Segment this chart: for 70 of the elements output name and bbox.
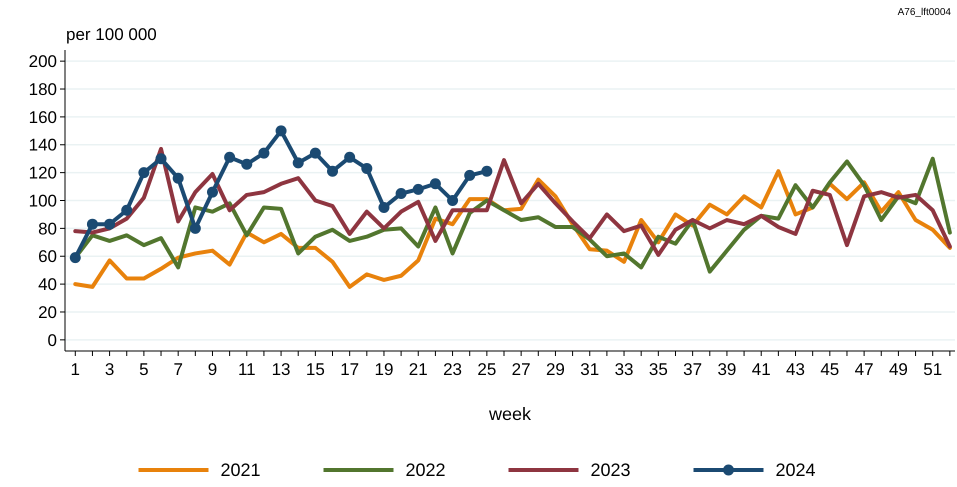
x-tick-label: 37 — [683, 360, 702, 379]
point — [172, 172, 184, 184]
legend-label: 2024 — [776, 460, 816, 480]
y-tick-label: 100 — [28, 191, 57, 210]
x-tick-label: 19 — [374, 360, 394, 379]
y-tick-label: 20 — [38, 302, 57, 322]
x-tick-label: 25 — [477, 360, 496, 379]
legend-label: 2022 — [406, 460, 446, 480]
x-tick-label: 45 — [820, 360, 840, 379]
x-tick-label: 21 — [408, 360, 428, 379]
point — [327, 166, 338, 177]
x-tick-label: 23 — [443, 360, 462, 379]
x-tick-label: 5 — [139, 360, 149, 379]
point — [276, 125, 287, 136]
y-tick-label: 80 — [38, 219, 57, 238]
x-tick-label: 7 — [173, 360, 183, 379]
y-tick-label: 140 — [28, 136, 57, 155]
point — [121, 204, 132, 216]
point — [378, 202, 390, 213]
x-axis-title: week — [488, 404, 532, 424]
x-tick-label: 15 — [306, 360, 325, 379]
y-tick-label: 200 — [28, 52, 57, 72]
x-tick-label: 39 — [717, 360, 736, 379]
point — [361, 162, 372, 174]
point — [292, 157, 304, 168]
point — [190, 222, 201, 234]
point — [206, 186, 218, 198]
x-tick-label: 1 — [70, 360, 80, 379]
x-tick-label: 27 — [512, 360, 531, 379]
point — [138, 167, 150, 178]
point — [396, 188, 407, 200]
point — [447, 195, 458, 206]
point — [104, 218, 116, 230]
x-tick-label: 33 — [614, 360, 634, 379]
x-tick-label: 49 — [888, 360, 908, 379]
x-tick-label: 31 — [580, 360, 600, 379]
legend-label: 2023 — [590, 460, 631, 480]
point — [70, 252, 81, 264]
y-tick-label: 60 — [38, 247, 57, 266]
x-tick-label: 43 — [786, 360, 805, 379]
point — [224, 152, 236, 163]
x-tick-label: 35 — [648, 360, 668, 379]
point — [412, 184, 424, 195]
x-tick-label: 3 — [104, 360, 114, 379]
x-tick-label: 11 — [238, 360, 256, 379]
y-tick-label: 40 — [38, 275, 57, 294]
x-tick-label: 17 — [340, 360, 360, 379]
y-tick-label: 180 — [28, 80, 57, 99]
point — [258, 148, 270, 159]
y-tick-label: 160 — [28, 108, 57, 127]
point — [430, 178, 441, 190]
y-tick-label: 120 — [28, 164, 57, 183]
point — [344, 152, 356, 163]
point — [464, 170, 476, 181]
y-tick-label: 0 — [48, 330, 57, 350]
point — [86, 218, 98, 230]
point — [310, 148, 321, 159]
x-tick-label: 47 — [854, 360, 874, 379]
x-tick-label: 9 — [208, 360, 218, 379]
x-tick-label: 13 — [272, 360, 291, 379]
point — [481, 166, 492, 177]
legend-label: 2021 — [220, 460, 261, 480]
line-series — [73, 146, 952, 257]
x-tick-label: 41 — [752, 360, 771, 379]
text: A76_lft0004 — [898, 7, 952, 18]
point — [156, 153, 167, 164]
y-axis-title: per 100 000 — [66, 25, 157, 44]
x-tick-label: 51 — [923, 360, 942, 379]
x-tick-label: 29 — [546, 360, 565, 379]
point — [241, 158, 252, 170]
